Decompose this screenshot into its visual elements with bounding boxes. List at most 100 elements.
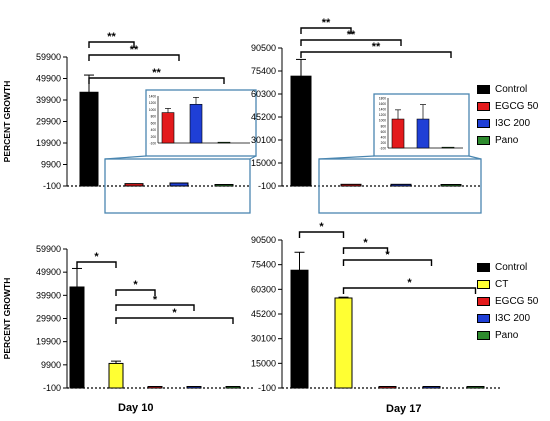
y-tick-label: 30100: [251, 334, 276, 344]
legend-label: CT: [495, 279, 509, 290]
y-tick-label: 19900: [36, 337, 61, 347]
y-tick-label: 9900: [41, 160, 61, 170]
y-tick-label: 45200: [251, 112, 276, 122]
legend-label: I3C 200: [495, 313, 531, 324]
legend-top: Control EGCG 50 I3C 200 Pano: [477, 81, 538, 149]
y-tick-label: -100: [258, 383, 276, 393]
y-tick-label: 30100: [251, 135, 276, 145]
bar-i3c-200: [422, 386, 441, 389]
y-tick-label: -100: [43, 181, 61, 191]
legend-item-ct: CT: [477, 276, 538, 293]
zoom-region-box: [318, 158, 482, 214]
legend-label: EGCG 50: [495, 296, 539, 307]
legend-item-egcg: EGCG 50: [477, 98, 538, 115]
y-tick-label: 15000: [251, 358, 276, 368]
legend-bottom: Control CT EGCG 50 I3C 200 Pano: [477, 259, 538, 344]
inset-y-tick-label: 1600: [379, 102, 386, 106]
bar-pano: [214, 184, 234, 187]
significance-bracket: [300, 51, 452, 58]
bar-egcg-50: [378, 386, 397, 389]
zoom-region-box: [104, 158, 251, 214]
significance-label: *: [172, 307, 177, 319]
y-tick-label: 29900: [36, 117, 61, 127]
significance-bracket: [342, 259, 433, 266]
inset-y-tick-label: 800: [381, 124, 387, 128]
y-tick-label: 90500: [251, 235, 276, 245]
legend-item-i3c: I3C 200: [477, 310, 538, 327]
significance-bracket: [76, 261, 117, 268]
bar-control: [290, 75, 312, 187]
significance-bracket: [115, 289, 156, 296]
legend-item-egcg: EGCG 50: [477, 293, 538, 310]
bar-pano: [466, 386, 485, 389]
inset-y-tick-label: 1000: [379, 119, 386, 123]
significance-bracket: [88, 41, 135, 48]
significance-bracket: [300, 27, 352, 34]
y-tick-label: 9900: [41, 360, 61, 370]
inset-bar-egcg-50: [161, 112, 175, 144]
significance-label: *: [133, 279, 138, 291]
significance-bracket: [115, 317, 234, 324]
significance-label: **: [130, 44, 139, 56]
legend-swatch: [477, 314, 490, 323]
chart-panel-bottom-left: 59900 49900 39900 29900 19900 9900 -100 PERCENT…: [2, 244, 255, 393]
inset-y-tick-label: -100: [150, 142, 157, 146]
zoom-connector: [468, 155, 482, 160]
significance-label: *: [94, 251, 99, 263]
y-tick-label: 39900: [36, 290, 61, 300]
significance-bracket: [88, 77, 225, 84]
inset-bar-egcg-50: [391, 118, 405, 149]
legend-swatch: [477, 280, 490, 289]
significance-label: **: [322, 17, 331, 29]
legend-item-i3c: I3C 200: [477, 115, 538, 132]
bar-ct: [108, 362, 124, 389]
y-tick-label: -100: [258, 181, 276, 191]
inset-bar-pano: [441, 146, 455, 149]
y-axis-title: PERCENT GROWTH: [2, 278, 12, 360]
legend-item-pano: Pano: [477, 132, 538, 149]
chart-panel-top-left: 59900 49900 39900 29900 19900 9900 -100 PERCENT…: [2, 31, 257, 214]
inset-y-tick-label: 1000: [149, 108, 156, 112]
significance-bracket: [342, 247, 389, 254]
legend-swatch: [477, 331, 490, 340]
y-tick-label: 90500: [251, 43, 276, 53]
inset-y-tick-label: 1200: [379, 113, 386, 117]
significance-label: *: [407, 277, 412, 289]
x-axis-label-day10: Day 10: [118, 402, 154, 414]
y-tick-label: -100: [43, 383, 61, 393]
bar-i3c-200: [390, 183, 412, 187]
y-tick-label: 15000: [251, 158, 276, 168]
bar-i3c-200: [186, 386, 202, 389]
significance-label: *: [319, 221, 324, 233]
significance-bracket: [115, 304, 195, 311]
significance-label: *: [153, 294, 158, 306]
legend-swatch: [477, 297, 490, 306]
inset-y-tick-label: 600: [381, 130, 387, 134]
legend-swatch: [477, 136, 490, 145]
legend-label: Control: [495, 84, 528, 95]
y-tick-label: 49900: [36, 74, 61, 84]
inset-y-tick-label: 800: [151, 115, 157, 119]
x-axis-label-day17: Day 17: [386, 403, 422, 415]
legend-swatch: [477, 102, 490, 111]
inset-bar-pano: [217, 141, 231, 144]
significance-label: **: [372, 41, 381, 53]
significance-label: *: [385, 249, 390, 261]
y-tick-label: 39900: [36, 95, 61, 105]
y-tick-label: 19900: [36, 138, 61, 148]
inset-y-tick-label: 400: [151, 128, 157, 132]
inset-y-tick-label: 600: [151, 121, 157, 125]
zoom-connector: [318, 155, 375, 160]
bar-pano: [225, 386, 241, 389]
y-tick-label: 59900: [36, 52, 61, 62]
legend-label: Control: [495, 262, 528, 273]
y-tick-label: 75400: [251, 260, 276, 270]
chart-panel-top-right: 90500 75400 60300 45200 30100 15000 -100 ** ** **…: [251, 17, 482, 214]
significance-bracket: [298, 231, 345, 238]
inset-bar-i3c-200: [189, 103, 203, 144]
zoom-connector: [104, 155, 147, 160]
legend-item-control: Control: [477, 259, 538, 276]
legend-label: EGCG 50: [495, 101, 539, 112]
y-tick-label: 60300: [251, 89, 276, 99]
